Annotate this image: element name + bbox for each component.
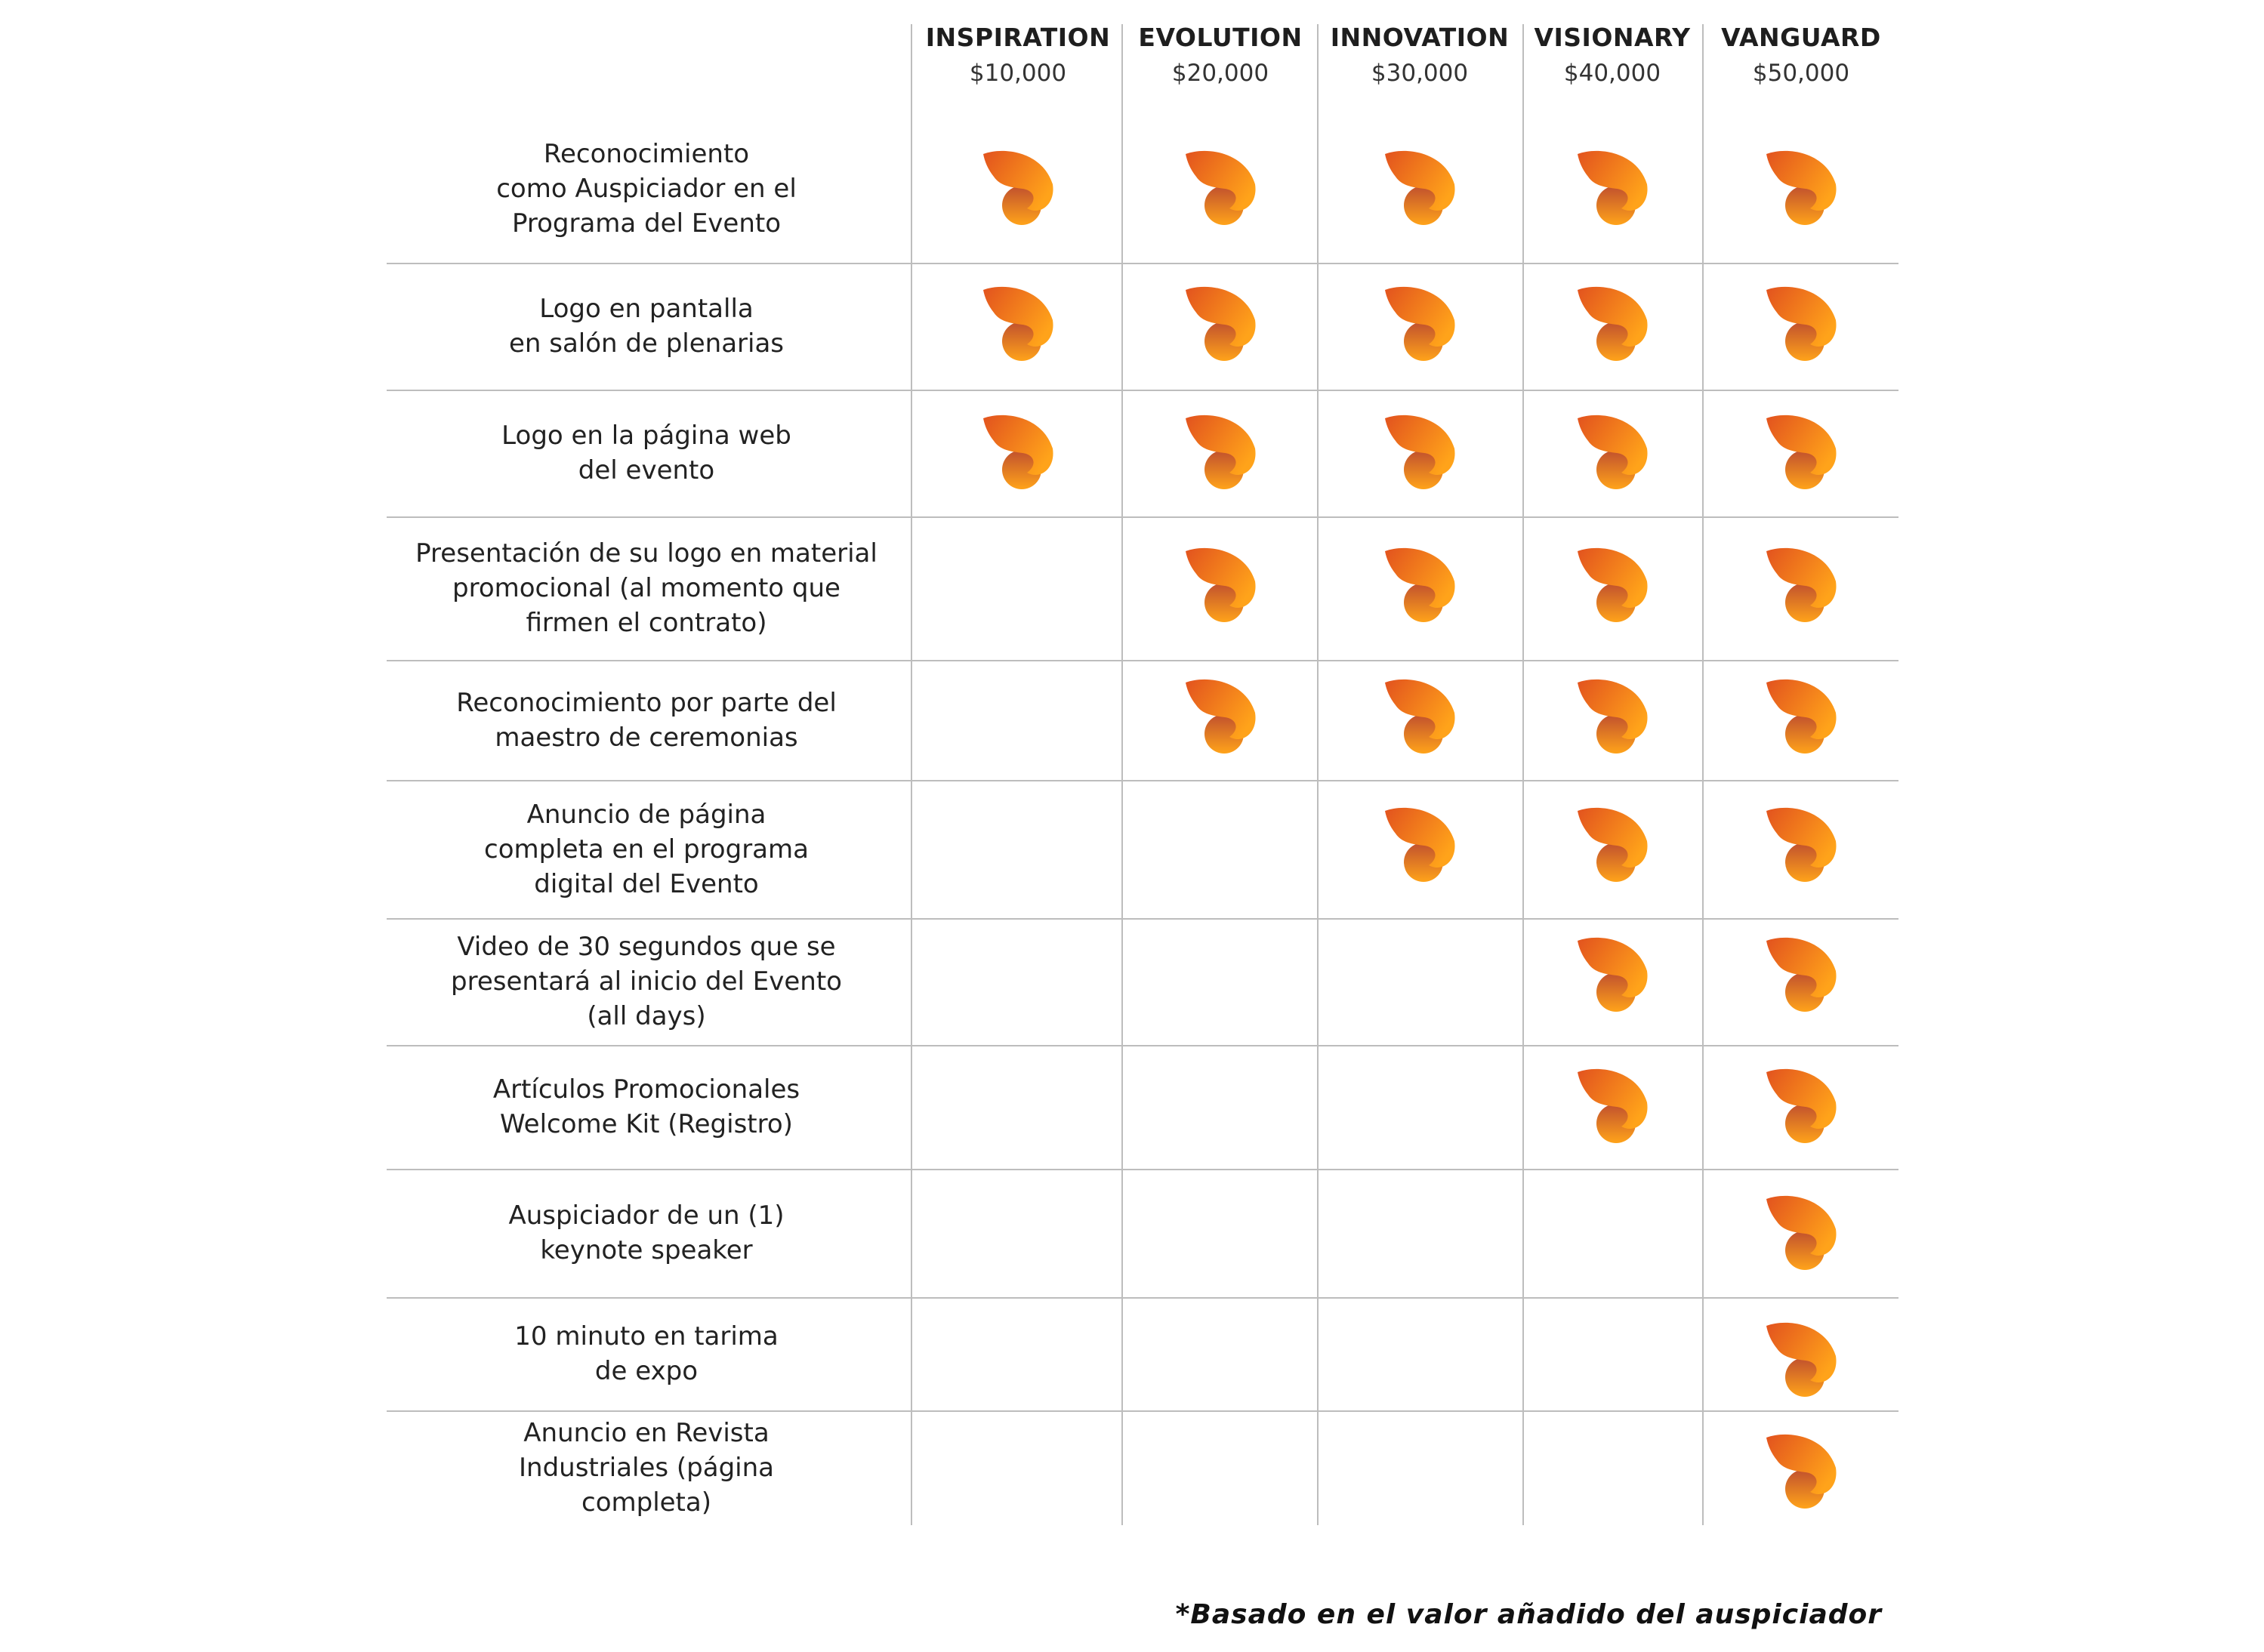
column-divider — [1522, 24, 1524, 1525]
tier-name: INSPIRATION — [925, 23, 1111, 52]
benefit-label: Video de 30 segundos que se presentará a… — [451, 932, 842, 1031]
included-check-icon — [1763, 412, 1839, 491]
benefit-label-cell: Logo en la página web del evento — [393, 390, 900, 516]
tier-name: VANGUARD — [1721, 23, 1881, 52]
benefit-label-cell: Reconocimiento por parte del maestro de … — [393, 660, 900, 780]
tier-price: $10,000 — [969, 60, 1067, 87]
benefit-label: Logo en pantalla en salón de plenarias — [508, 294, 785, 359]
benefit-label: Auspiciador de un (1) keynote speaker — [508, 1200, 785, 1265]
benefit-label: Artículos Promocionales Welcome Kit (Reg… — [492, 1074, 800, 1139]
benefit-label-cell: Anuncio en Revista Industriales (página … — [393, 1410, 900, 1525]
included-check-icon — [1575, 1066, 1650, 1145]
included-check-icon — [1575, 545, 1650, 624]
included-check-icon — [1183, 677, 1258, 755]
tier-header-vanguard: VANGUARD $50,000 — [1710, 21, 1892, 91]
benefit-label: Logo en la página web del evento — [501, 421, 791, 485]
included-check-icon — [1382, 545, 1457, 624]
included-check-icon — [1183, 148, 1258, 227]
included-check-icon — [1763, 148, 1839, 227]
column-divider — [1121, 24, 1123, 1525]
benefit-label: Presentación de su logo en material prom… — [415, 538, 878, 638]
benefit-label-cell: Anuncio de página completa en el program… — [393, 780, 900, 918]
row-divider — [387, 263, 1898, 264]
included-check-icon — [1575, 284, 1650, 362]
included-check-icon — [1382, 412, 1457, 491]
row-divider — [387, 516, 1898, 518]
row-divider — [387, 390, 1898, 391]
benefit-label-cell: Auspiciador de un (1) keynote speaker — [393, 1169, 900, 1297]
included-check-icon — [1575, 805, 1650, 883]
tier-price: $20,000 — [1171, 60, 1269, 87]
included-check-icon — [1575, 677, 1650, 755]
included-check-icon — [1183, 545, 1258, 624]
included-check-icon — [1763, 1432, 1839, 1510]
benefit-label: 10 minuto en tarima de expo — [514, 1321, 779, 1386]
included-check-icon — [980, 412, 1056, 491]
included-check-icon — [1763, 545, 1839, 624]
benefit-label-cell: Video de 30 segundos que se presentará a… — [393, 918, 900, 1045]
row-divider — [387, 1045, 1898, 1046]
benefit-label-cell: Reconocimiento como Auspiciador en el Pr… — [393, 115, 900, 263]
included-check-icon — [1183, 284, 1258, 362]
row-divider — [387, 1169, 1898, 1170]
included-check-icon — [1382, 677, 1457, 755]
included-check-icon — [980, 284, 1056, 362]
tier-header-inspiration: INSPIRATION $10,000 — [920, 21, 1116, 91]
benefit-label: Anuncio en Revista Industriales (página … — [519, 1418, 774, 1518]
included-check-icon — [1763, 677, 1839, 755]
included-check-icon — [1763, 1066, 1839, 1145]
tier-price: $40,000 — [1563, 60, 1661, 87]
included-check-icon — [1763, 1193, 1839, 1271]
column-divider — [911, 24, 912, 1525]
column-divider — [1317, 24, 1319, 1525]
included-check-icon — [980, 148, 1056, 227]
tier-price: $30,000 — [1371, 60, 1469, 87]
included-check-icon — [1763, 284, 1839, 362]
row-divider — [387, 1297, 1898, 1299]
included-check-icon — [1382, 284, 1457, 362]
included-check-icon — [1575, 935, 1650, 1013]
benefit-label: Anuncio de página completa en el program… — [484, 799, 809, 899]
included-check-icon — [1763, 935, 1839, 1013]
footnote: *Basado en el valor añadido del auspicia… — [1175, 1599, 1882, 1630]
row-divider — [387, 660, 1898, 661]
tier-header-innovation: INNOVATION $30,000 — [1329, 21, 1510, 91]
column-divider — [1702, 24, 1704, 1525]
tier-header-visionary: VISIONARY $40,000 — [1522, 21, 1703, 91]
tier-price: $50,000 — [1752, 60, 1850, 87]
benefit-label: Reconocimiento por parte del maestro de … — [456, 687, 837, 753]
row-divider — [387, 1410, 1898, 1412]
tier-header-evolution: EVOLUTION $20,000 — [1122, 21, 1319, 91]
included-check-icon — [1382, 148, 1457, 227]
row-divider — [387, 918, 1898, 920]
included-check-icon — [1575, 148, 1650, 227]
benefit-label-cell: Logo en pantalla en salón de plenarias — [393, 263, 900, 390]
included-check-icon — [1183, 412, 1258, 491]
tier-name: EVOLUTION — [1138, 23, 1303, 52]
tier-name: INNOVATION — [1330, 23, 1510, 52]
benefit-label-cell: Presentación de su logo en material prom… — [393, 516, 900, 660]
included-check-icon — [1382, 805, 1457, 883]
benefit-label: Reconocimiento como Auspiciador en el Pr… — [496, 139, 797, 239]
benefit-label-cell: Artículos Promocionales Welcome Kit (Reg… — [393, 1045, 900, 1169]
included-check-icon — [1763, 805, 1839, 883]
tier-name: VISIONARY — [1534, 23, 1691, 52]
included-check-icon — [1575, 412, 1650, 491]
row-divider — [387, 780, 1898, 781]
benefit-label-cell: 10 minuto en tarima de expo — [393, 1297, 900, 1410]
included-check-icon — [1763, 1320, 1839, 1398]
